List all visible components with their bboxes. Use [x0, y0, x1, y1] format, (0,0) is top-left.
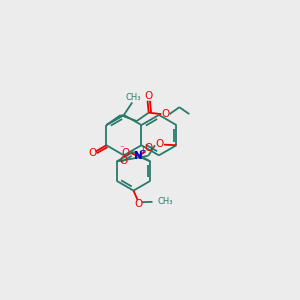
- Text: O: O: [145, 143, 153, 153]
- Text: CH₃: CH₃: [125, 93, 141, 102]
- Text: O: O: [120, 156, 128, 166]
- Text: ⁻: ⁻: [119, 144, 124, 153]
- Text: +: +: [140, 146, 146, 155]
- Text: N: N: [134, 151, 143, 161]
- Text: O: O: [134, 199, 143, 209]
- Text: O: O: [122, 148, 130, 158]
- Text: O: O: [88, 148, 96, 158]
- Text: O: O: [145, 91, 153, 101]
- Text: CH₃: CH₃: [158, 197, 173, 206]
- Text: O: O: [161, 109, 170, 118]
- Text: O: O: [155, 139, 163, 149]
